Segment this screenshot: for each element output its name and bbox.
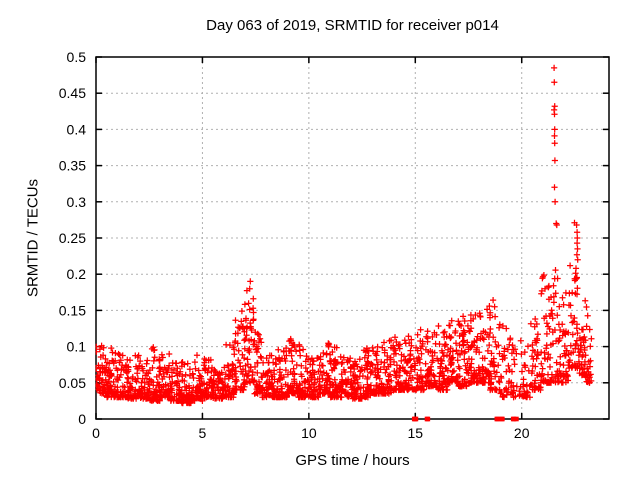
- x-tick-label: 10: [301, 425, 317, 441]
- y-tick-label: 0.45: [59, 85, 86, 101]
- y-tick-label: 0.05: [59, 375, 86, 391]
- y-tick-label: 0.4: [67, 121, 87, 137]
- scatter-points: [95, 64, 595, 407]
- x-axis-label: GPS time / hours: [295, 452, 410, 469]
- tick-labels: 0 5 10 15 20 0 0.05 0.1 0.15 0.2 0.25 0.3 0.35 0.4 0.4…: [59, 49, 530, 441]
- y-tick-label: 0.3: [67, 194, 87, 210]
- chart-title: Day 063 of 2019, SRMTID for receiver p01…: [206, 17, 499, 34]
- y-tick-label: 0.15: [59, 302, 86, 318]
- y-axis-label: SRMTID / TECUs: [24, 178, 42, 298]
- y-tick-label: 0: [78, 411, 86, 427]
- y-tick-label: 0.5: [67, 49, 87, 65]
- y-tick-label: 0.2: [67, 266, 87, 282]
- x-tick-label: 20: [514, 425, 530, 441]
- y-tick-label: 0.1: [67, 339, 87, 355]
- x-tick-label: 5: [199, 425, 207, 441]
- x-tick-label: 15: [408, 425, 424, 441]
- plot-border: [95, 56, 610, 420]
- x-tick-label: 0: [92, 425, 100, 441]
- gridlines: [96, 57, 609, 419]
- y-tick-label: 0.35: [59, 158, 86, 174]
- y-tick-label: 0.25: [59, 230, 86, 246]
- zero-value-points: [411, 416, 519, 422]
